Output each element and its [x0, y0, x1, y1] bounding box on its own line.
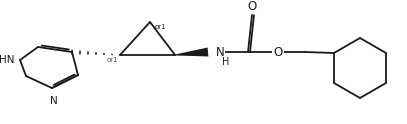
Text: or1: or1	[155, 24, 166, 30]
Polygon shape	[175, 47, 208, 56]
Text: N: N	[50, 96, 58, 106]
Text: O: O	[274, 46, 282, 59]
Text: or1: or1	[106, 57, 118, 63]
Text: H: H	[222, 57, 230, 67]
Text: HN: HN	[0, 55, 14, 65]
Text: O: O	[247, 0, 257, 13]
Text: N: N	[216, 46, 225, 59]
